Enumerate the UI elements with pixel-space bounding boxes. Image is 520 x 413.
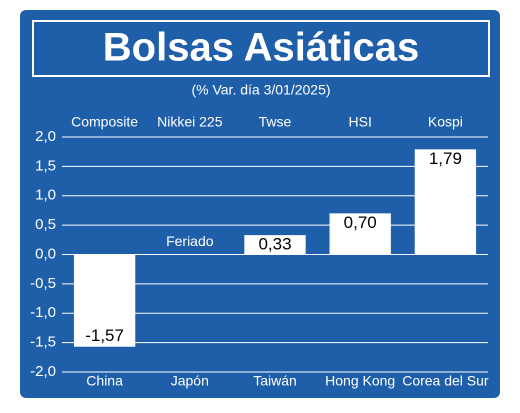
y-tick-label: 0,0 [35, 245, 56, 262]
value-label: -1,57 [85, 326, 124, 345]
x-tick-label: Taiwán [253, 373, 297, 389]
y-tick-label: 2,0 [35, 128, 56, 145]
x-tick-label: Hong Kong [325, 373, 395, 389]
y-tick-label: -0,5 [30, 275, 56, 292]
panel [20, 10, 500, 398]
annotation: Feriado [166, 233, 214, 249]
x-tick-label: China [86, 373, 123, 389]
y-tick-label: 1,0 [35, 187, 56, 204]
y-tick-label: 1,5 [35, 157, 56, 174]
bar [73, 254, 136, 347]
index-label: Nikkei 225 [157, 114, 223, 130]
value-label: 1,79 [429, 149, 462, 168]
index-label: Kospi [428, 114, 463, 130]
index-label: Twse [259, 114, 292, 130]
chart-subtitle: (% Var. día 3/01/2025) [191, 82, 330, 98]
bar [244, 235, 306, 255]
value-label: 0,70 [344, 213, 377, 232]
y-tick-label: -1,0 [30, 304, 56, 321]
title-box [32, 20, 490, 77]
y-tick-label: -1,5 [30, 334, 56, 351]
y-tick-label: -2,0 [30, 363, 56, 380]
x-tick-label: Corea del Sur [402, 373, 489, 389]
bar [414, 149, 477, 255]
index-label: Composite [71, 114, 138, 130]
y-tick-label: 0,5 [35, 216, 56, 233]
x-tick-label: Japón [171, 373, 209, 389]
chart-title: Bolsas Asiáticas [103, 26, 419, 70]
value-label: 0,33 [258, 235, 291, 254]
index-label: HSI [349, 114, 372, 130]
bar [329, 213, 391, 255]
